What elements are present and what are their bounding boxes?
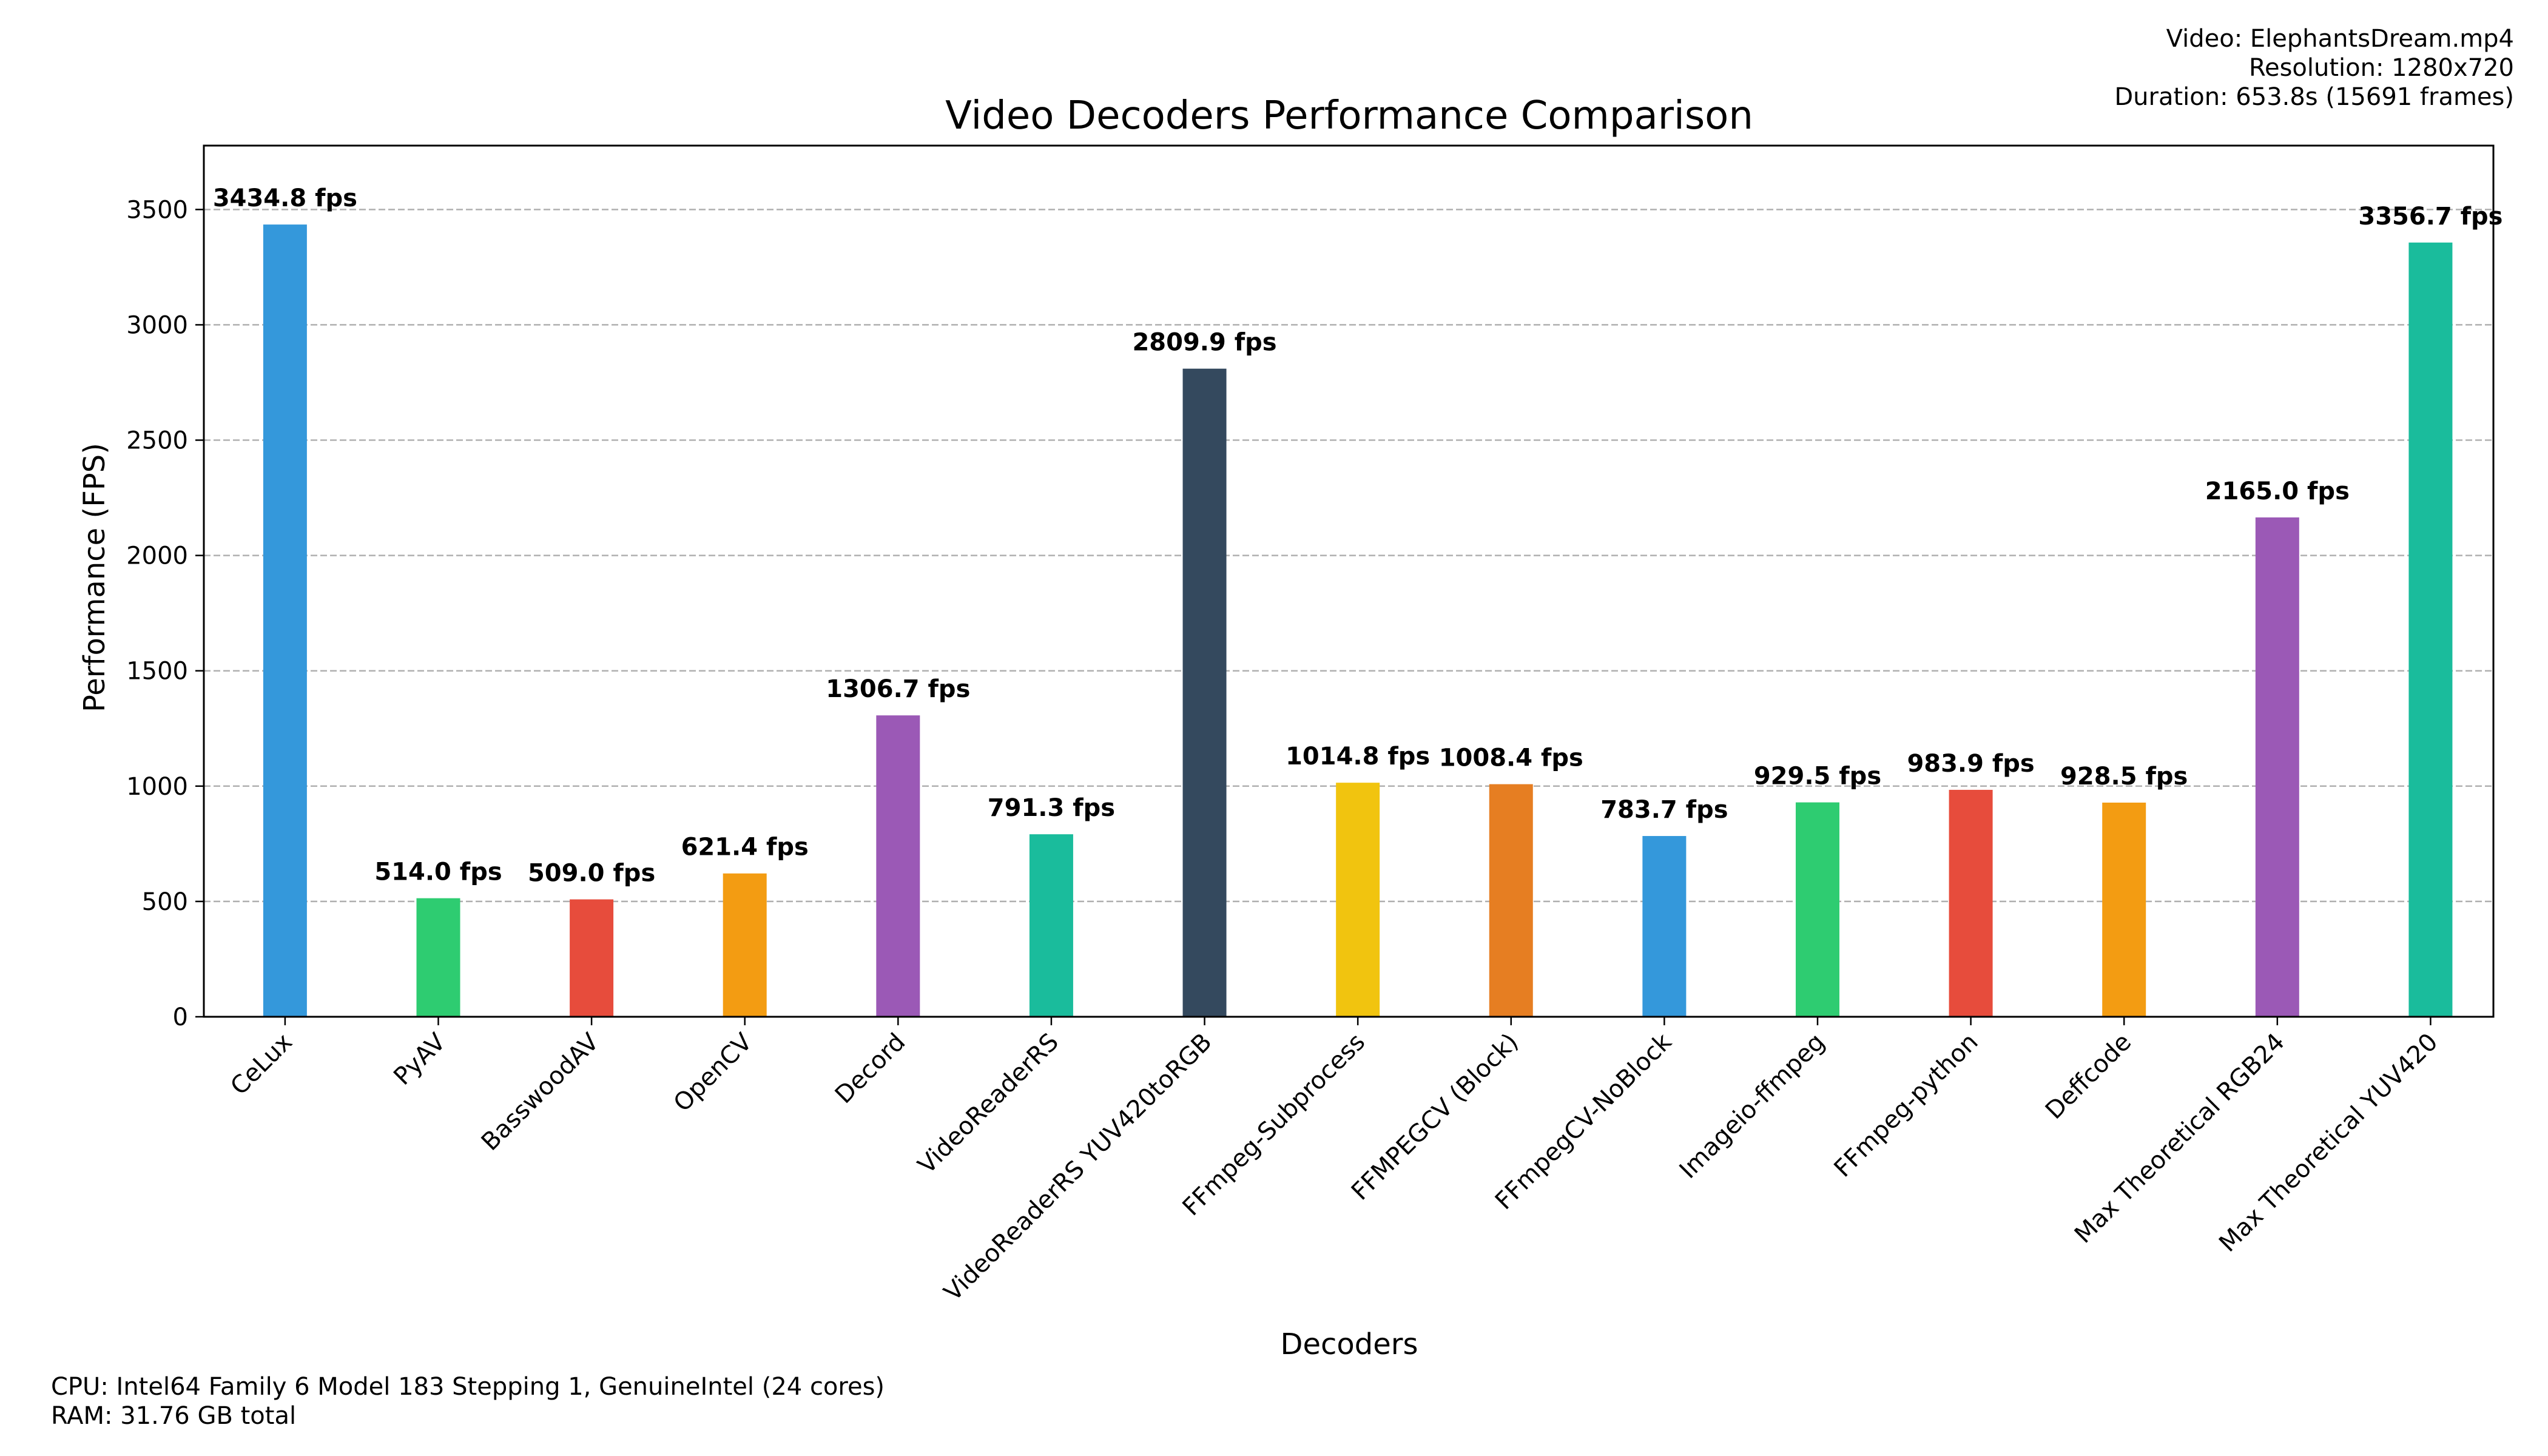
system-info: CPU: Intel64 Family 6 Model 183 Stepping… (51, 1372, 885, 1431)
bar-value-label: 928.5 fps (2060, 763, 2188, 790)
x-axis: CeLux PyAV BasswoodAV OpenCV Decord VideoRead… (225, 1017, 2444, 1307)
bar (1489, 784, 1533, 1017)
bar (1336, 783, 1380, 1017)
y-tick-label: 2000 (126, 542, 188, 570)
bar (1029, 834, 1073, 1017)
bar (570, 899, 614, 1017)
y-tick-label: 2500 (126, 427, 188, 455)
chart-title: Video Decoders Performance Comparison (945, 93, 1753, 138)
x-tick-label: Deffcode (2040, 1028, 2137, 1125)
y-tick-label: 1500 (126, 658, 188, 686)
x-tick-label: VideoReaderRS (913, 1028, 1064, 1179)
x-tick-label: FFmpeg-python (1829, 1028, 1984, 1183)
bar-value-label: 2165.0 fps (2205, 477, 2350, 505)
y-axis-title: Performance (FPS) (78, 443, 112, 712)
bar-value-label: 929.5 fps (1754, 763, 1881, 790)
video-file: Video: ElephantsDream.mp4 (2166, 25, 2514, 53)
x-tick-label: CeLux (225, 1028, 298, 1101)
bar-value-label: 1014.8 fps (1286, 743, 1430, 770)
cpu-info: CPU: Intel64 Family 6 Model 183 Stepping… (51, 1373, 885, 1401)
y-axis: 0 500 1000 1500 2000 2500 3000 3500 (126, 196, 204, 1031)
bar-value-label: 509.0 fps (528, 859, 655, 887)
bar (1949, 789, 1993, 1017)
bar-value-labels: 3434.8 fps 514.0 fps 509.0 fps 621.4 fps 130… (213, 184, 2503, 887)
bar-value-label: 1008.4 fps (1439, 744, 1583, 772)
video-info: Video: ElephantsDream.mp4 Resolution: 12… (2114, 24, 2514, 112)
plot-frame (203, 144, 2495, 1018)
bar (723, 873, 767, 1017)
bar (1182, 368, 1227, 1017)
bar-value-label: 514.0 fps (374, 858, 502, 886)
y-tick-label: 0 (173, 1003, 188, 1031)
bar (2102, 802, 2146, 1017)
video-duration: Duration: 653.8s (15691 frames) (2114, 83, 2514, 111)
y-tick-label: 1000 (126, 773, 188, 801)
y-tick-label: 3500 (126, 196, 188, 224)
y-tick-label: 500 (142, 888, 188, 916)
video-resolution: Resolution: 1280x720 (2248, 54, 2514, 82)
ram-info: RAM: 31.76 GB total (51, 1402, 297, 1430)
y-tick-label: 3000 (126, 311, 188, 339)
bar (876, 715, 920, 1017)
bar (1795, 802, 1839, 1017)
bar-value-label: 983.9 fps (1907, 750, 2034, 778)
bar-value-label: 3356.7 fps (2358, 203, 2502, 231)
bar (2408, 242, 2453, 1017)
bar (1642, 836, 1687, 1017)
bars (263, 224, 2453, 1017)
x-tick-label: PyAV (388, 1028, 451, 1091)
x-tick-label: FFmpegCV-NoBlock (1490, 1028, 1677, 1215)
x-tick-label: Decord (830, 1028, 911, 1110)
bar (416, 898, 460, 1017)
x-tick-label: BasswoodAV (476, 1028, 605, 1156)
x-tick-label: OpenCV (669, 1028, 758, 1117)
bar-value-label: 621.4 fps (681, 834, 809, 861)
x-tick-label: VideoReaderRS YUV420toRGB (939, 1028, 1217, 1307)
bar-value-label: 3434.8 fps (213, 184, 357, 212)
x-axis-title: Decoders (1281, 1327, 1418, 1361)
bar-value-label: 783.7 fps (1600, 796, 1728, 824)
bar-value-label: 1306.7 fps (826, 675, 970, 703)
bar-value-label: 2809.9 fps (1132, 329, 1276, 357)
x-tick-label: Imageio-ffmpeg (1674, 1028, 1830, 1184)
bar (263, 224, 307, 1017)
bar-value-label: 791.3 fps (988, 794, 1115, 822)
bar (2255, 517, 2299, 1017)
x-tick-label: FFMPEGCV (Block) (1346, 1028, 1524, 1206)
